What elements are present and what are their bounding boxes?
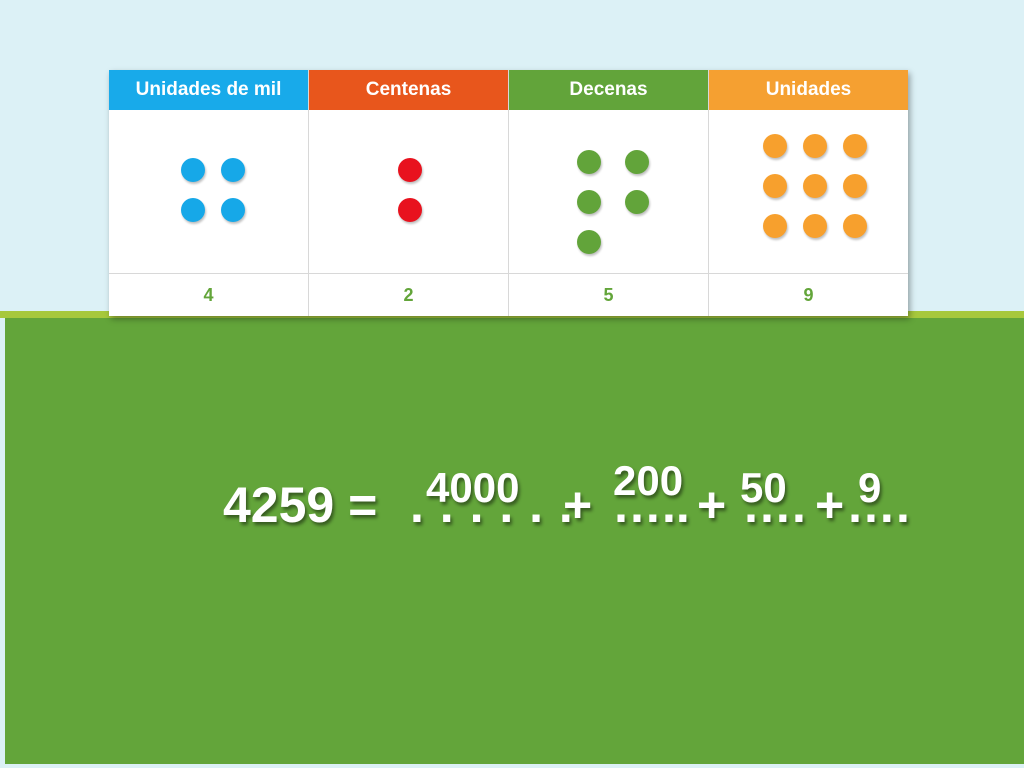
dot xyxy=(577,190,601,214)
dots-tens xyxy=(509,110,708,274)
dot xyxy=(803,214,827,238)
dot xyxy=(398,198,422,222)
blank-tens: …. xyxy=(742,477,806,533)
answer-hundreds: 200 xyxy=(613,457,684,504)
plus-sign-2: + xyxy=(697,477,727,533)
column-units: Unidades 9 xyxy=(709,70,908,316)
dots-units xyxy=(709,110,908,274)
plus-sign-3: + xyxy=(815,477,845,533)
dot xyxy=(803,134,827,158)
column-tens: Decenas 5 xyxy=(509,70,709,316)
blank-units: …. xyxy=(846,477,910,533)
dot xyxy=(843,134,867,158)
header-hundreds: Centenas xyxy=(309,70,508,110)
blank-thousands: . . . . . . xyxy=(410,477,574,533)
dot xyxy=(398,158,422,182)
equation-lhs: 4259 = xyxy=(223,477,378,533)
dot xyxy=(577,230,601,254)
dot xyxy=(843,174,867,198)
column-thousands: Unidades de mil 4 xyxy=(109,70,309,316)
dot xyxy=(625,190,649,214)
dot xyxy=(221,198,245,222)
header-units: Unidades xyxy=(709,70,908,110)
value-tens: 5 xyxy=(603,285,614,305)
value-units: 9 xyxy=(803,285,814,305)
place-value-table: Unidades de mil 4 Centenas 2 Decenas 5 U… xyxy=(109,70,908,316)
dot xyxy=(181,198,205,222)
dot xyxy=(843,214,867,238)
dot xyxy=(803,174,827,198)
header-thousands: Unidades de mil xyxy=(109,70,308,110)
dot xyxy=(625,150,649,174)
dot xyxy=(577,150,601,174)
header-tens: Decenas xyxy=(509,70,708,110)
dots-thousands xyxy=(109,110,308,274)
dot xyxy=(763,214,787,238)
dot xyxy=(221,158,245,182)
chalkboard xyxy=(5,318,1024,764)
blank-hundreds: ….. xyxy=(612,477,690,533)
dots-hundreds xyxy=(309,110,508,274)
answer-tens: 50 xyxy=(740,464,787,511)
value-hundreds: 2 xyxy=(403,285,414,305)
column-hundreds: Centenas 2 xyxy=(309,70,509,316)
plus-sign-1: + xyxy=(563,477,593,533)
dot xyxy=(763,134,787,158)
dot xyxy=(181,158,205,182)
answer-units: 9 xyxy=(858,464,882,511)
value-thousands: 4 xyxy=(203,285,214,305)
answer-thousands: 4000 xyxy=(426,464,520,511)
dot xyxy=(763,174,787,198)
